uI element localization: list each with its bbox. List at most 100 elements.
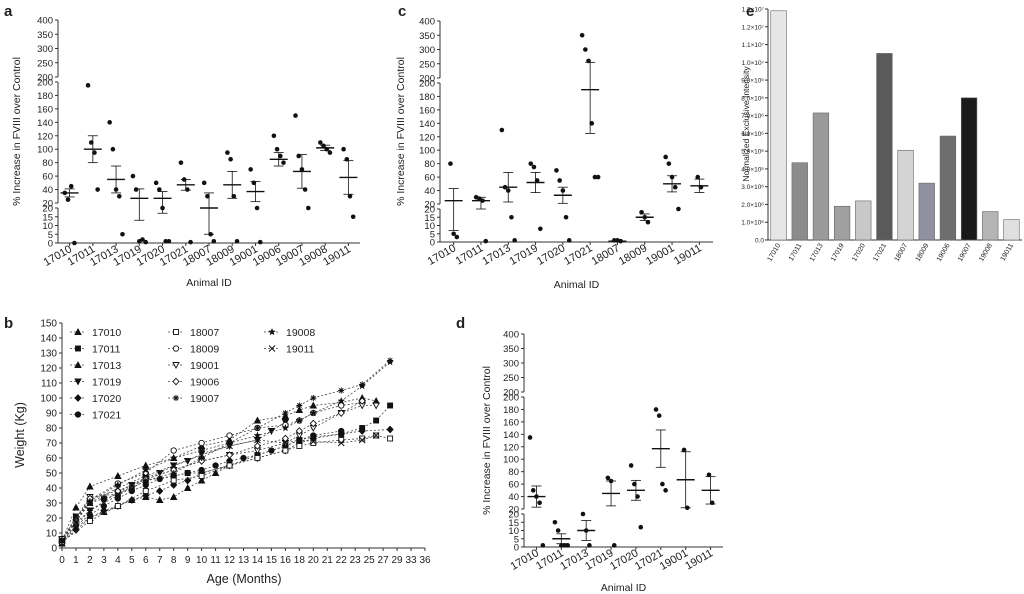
y-tick-label: 250 (419, 59, 435, 70)
x-tick-label: 17011 (454, 242, 486, 267)
y-tick-label: 400 (419, 17, 435, 28)
y-tick-label: 1.0×10⁶ (741, 220, 764, 227)
panel-letter-e: e (746, 3, 754, 20)
y-tick-label: 300 (503, 359, 519, 370)
legend-label: 17013 (92, 360, 121, 372)
series-marker (198, 439, 205, 447)
data-point (188, 239, 193, 245)
series-marker (309, 438, 317, 445)
series-marker (86, 499, 94, 507)
data-point (293, 113, 298, 118)
data-point (605, 475, 611, 481)
bar-17013 (812, 112, 830, 241)
series-marker (338, 402, 345, 409)
series-marker (309, 419, 317, 428)
panel-a-scatter: 0510152020406080100120140160180200200250… (11, 16, 360, 289)
series-marker (114, 484, 122, 492)
x-tick-label: 18 (294, 555, 306, 566)
data-point (656, 413, 662, 418)
x-tick-label: 1 (73, 555, 79, 566)
series-marker (387, 435, 394, 442)
y-tick-label: 20 (46, 514, 58, 525)
series-marker (295, 427, 303, 435)
y-tick-label: 3.0×10⁶ (741, 184, 764, 191)
series-marker (100, 498, 108, 506)
x-tick-label: 11 (210, 555, 221, 566)
y-tick-label: 0 (51, 544, 57, 555)
x-tick-label: 36 (419, 555, 431, 566)
y-tick-label: 140 (419, 119, 435, 130)
series-marker (128, 487, 135, 495)
legend-item-19008: 19008 (264, 327, 315, 339)
x-tick-label: 5 (129, 555, 135, 566)
panel-e-bar-chart: 0.0 1.0×10⁶ 2.0×10⁶ 3.0×10⁶ 4.0×10⁶ 5.0×10⁶ 6.… (741, 7, 1022, 263)
y-axis-label: % Increase in FVIII over Control (395, 57, 407, 206)
data-point (645, 219, 651, 225)
series-marker (173, 329, 179, 335)
data-point (635, 494, 640, 499)
x-tick-label: 19011 (672, 242, 704, 267)
data-point (107, 120, 112, 125)
series-marker (74, 394, 82, 402)
series-marker (86, 518, 93, 524)
y-tick-label: 120 (419, 132, 435, 143)
legend-label: 19011 (286, 344, 315, 356)
x-tick-label: 9 (185, 555, 191, 566)
series-marker (358, 436, 366, 444)
y-tick-label: 20 (508, 505, 519, 516)
data-point (587, 543, 592, 548)
data-point (527, 435, 533, 440)
y-tick-label: 80 (46, 424, 58, 435)
data-point (95, 187, 100, 192)
series-19011 (58, 432, 380, 544)
x-axis-label: Age (Months) (206, 572, 281, 586)
series-marker (253, 431, 262, 439)
series-marker (359, 435, 366, 442)
y-tick-label: 5 (514, 534, 519, 545)
series-marker (338, 427, 345, 435)
series-marker (337, 409, 345, 417)
series-marker (226, 442, 233, 450)
series-marker (295, 406, 304, 413)
x-tick-label: 27 (378, 555, 390, 566)
data-point (201, 180, 207, 186)
series-marker (310, 395, 317, 401)
y-tick-label: 8.0×10⁶ (741, 95, 764, 102)
y-tick-label: 140 (503, 430, 519, 441)
series-marker (155, 470, 164, 477)
series-marker (253, 416, 262, 424)
data-point (257, 239, 263, 245)
bar-17011 (791, 162, 808, 241)
panel-c-scatter: 0510152020406080100120140160180200200250… (395, 17, 713, 291)
x-tick-label: 19008 (978, 242, 994, 262)
y-tick-label: 200 (419, 74, 435, 85)
series-marker (86, 507, 93, 514)
y-tick-label: 50 (46, 469, 58, 480)
series-marker (225, 451, 234, 459)
y-axis-label: % Increase in FVIII over Control (11, 57, 23, 206)
y-tick-label: 350 (37, 30, 53, 41)
bar-18009 (918, 182, 935, 241)
x-tick-label: 8 (171, 555, 177, 566)
y-tick-label: 10 (46, 529, 58, 540)
y-tick-label: 20 (424, 205, 435, 216)
data-point (695, 174, 701, 180)
series-marker (170, 447, 177, 454)
data-point (555, 528, 561, 533)
x-tick-label: 17019 (830, 242, 846, 262)
series-marker (253, 442, 262, 450)
legend-label: 19008 (286, 327, 315, 339)
series-marker (170, 462, 178, 469)
data-point (580, 511, 586, 517)
y-tick-label: 1.0×10⁷ (742, 60, 765, 67)
y-tick-label: 10 (42, 221, 53, 232)
data-point (660, 481, 665, 487)
series-marker (114, 503, 121, 509)
y-tick-label: 180 (37, 91, 53, 102)
series-marker (128, 496, 136, 504)
data-point (347, 193, 353, 199)
x-tick-label: 6 (143, 555, 149, 566)
y-tick-label: 160 (503, 417, 519, 428)
legend-label: 19001 (190, 360, 219, 372)
legend-item-19006: 19006 (168, 377, 219, 389)
